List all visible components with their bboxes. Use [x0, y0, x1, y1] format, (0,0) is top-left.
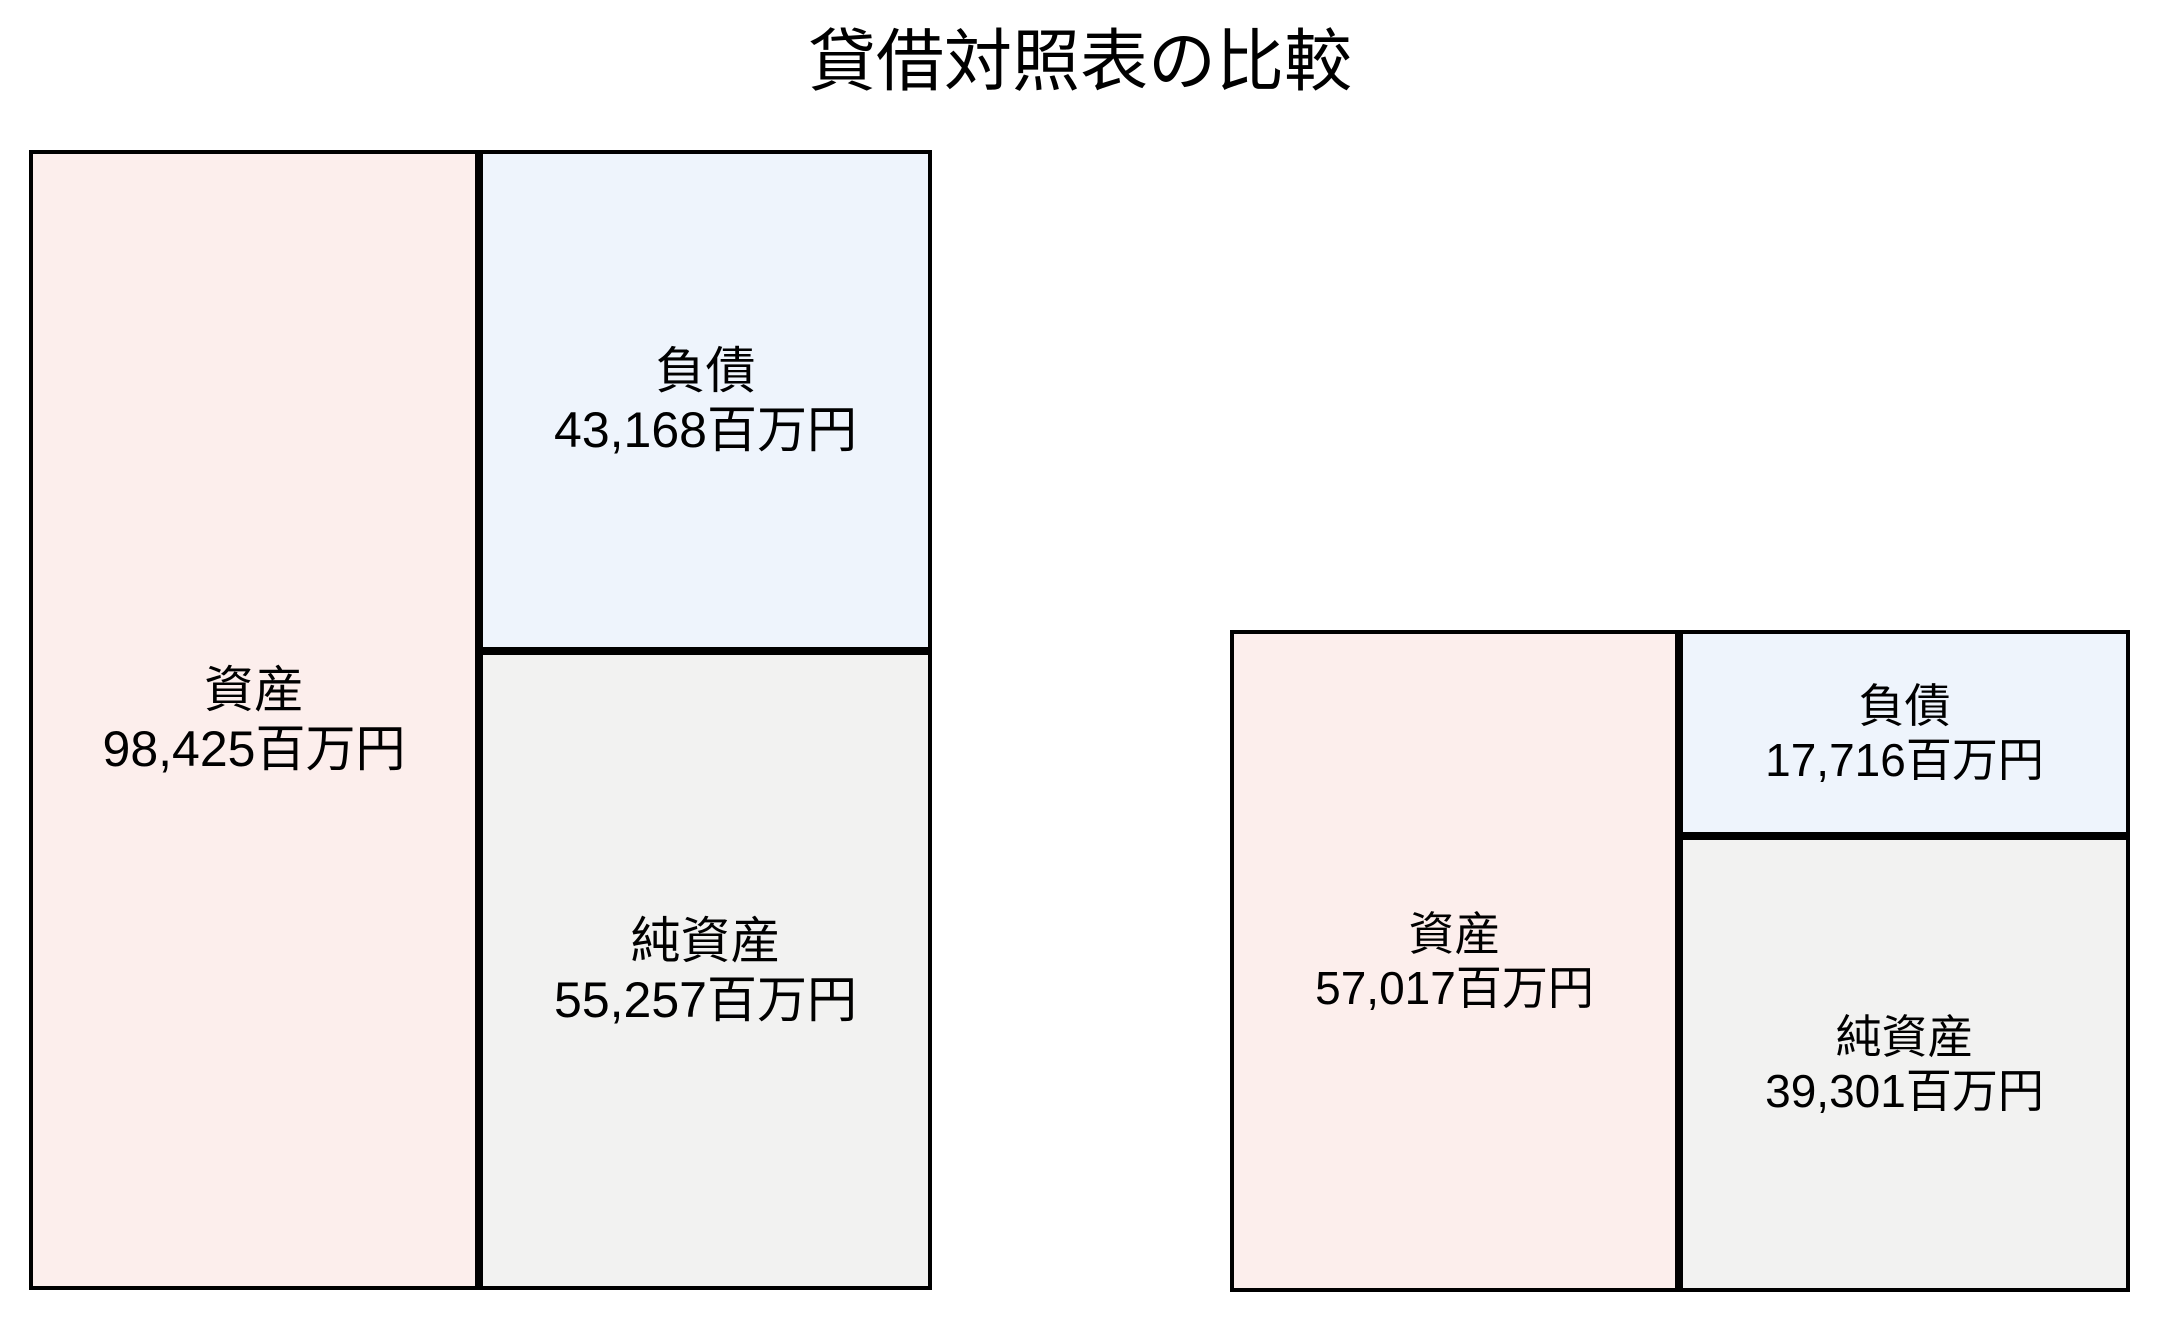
- balance-sheet-figure-right: 資産 57,017百万円 負債 17,716百万円 純資産 39,301百万円: [1230, 630, 2130, 1292]
- net-assets-block-right[interactable]: 純資産 39,301百万円: [1679, 836, 2130, 1292]
- page-title: 貸借対照表の比較: [807, 24, 1352, 100]
- liabilities-amount-right: 17,716百万円: [1765, 734, 2044, 786]
- assets-label-right: 資産 57,017百万円: [1315, 907, 1594, 1016]
- net-assets-name-right: 純資産: [1835, 1010, 1974, 1063]
- assets-amount-right: 57,017百万円: [1315, 962, 1594, 1014]
- net-assets-label-left: 純資産 55,257百万円: [554, 912, 857, 1030]
- net-assets-amount-right: 39,301百万円: [1765, 1065, 2044, 1117]
- assets-name-left: 資産: [204, 662, 304, 718]
- assets-amount-left: 98,425百万円: [102, 721, 406, 777]
- assets-label-left: 資産 98,425百万円: [103, 661, 406, 779]
- net-assets-label-right: 純資産 39,301百万円: [1765, 1010, 2044, 1119]
- liabilities-name-left: 負債: [655, 342, 756, 399]
- liabilities-amount-left: 43,168百万円: [554, 401, 857, 458]
- liabilities-name-right: 負債: [1858, 679, 1951, 732]
- liabilities-block-left[interactable]: 負債 43,168百万円: [479, 150, 932, 651]
- net-assets-name-left: 純資産: [630, 912, 781, 969]
- liabilities-label-left: 負債 43,168百万円: [554, 342, 857, 460]
- assets-column-left: 資産 98,425百万円: [29, 150, 479, 1290]
- liabilities-netassets-column-right: 負債 17,716百万円 純資産 39,301百万円: [1679, 630, 2130, 1292]
- liabilities-label-right: 負債 17,716百万円: [1765, 679, 2044, 788]
- net-assets-amount-left: 55,257百万円: [554, 971, 857, 1028]
- assets-column-right: 資産 57,017百万円: [1230, 630, 1679, 1292]
- assets-block-right[interactable]: 資産 57,017百万円: [1230, 630, 1679, 1292]
- liabilities-netassets-column-left: 負債 43,168百万円 純資産 55,257百万円: [479, 150, 932, 1290]
- net-assets-block-left[interactable]: 純資産 55,257百万円: [479, 651, 932, 1290]
- assets-name-right: 資産: [1408, 907, 1501, 960]
- liabilities-block-right[interactable]: 負債 17,716百万円: [1679, 630, 2130, 836]
- assets-block-left[interactable]: 資産 98,425百万円: [29, 150, 479, 1290]
- balance-sheet-figure-left: 資産 98,425百万円 負債 43,168百万円 純資産 55,257百万円: [29, 150, 932, 1290]
